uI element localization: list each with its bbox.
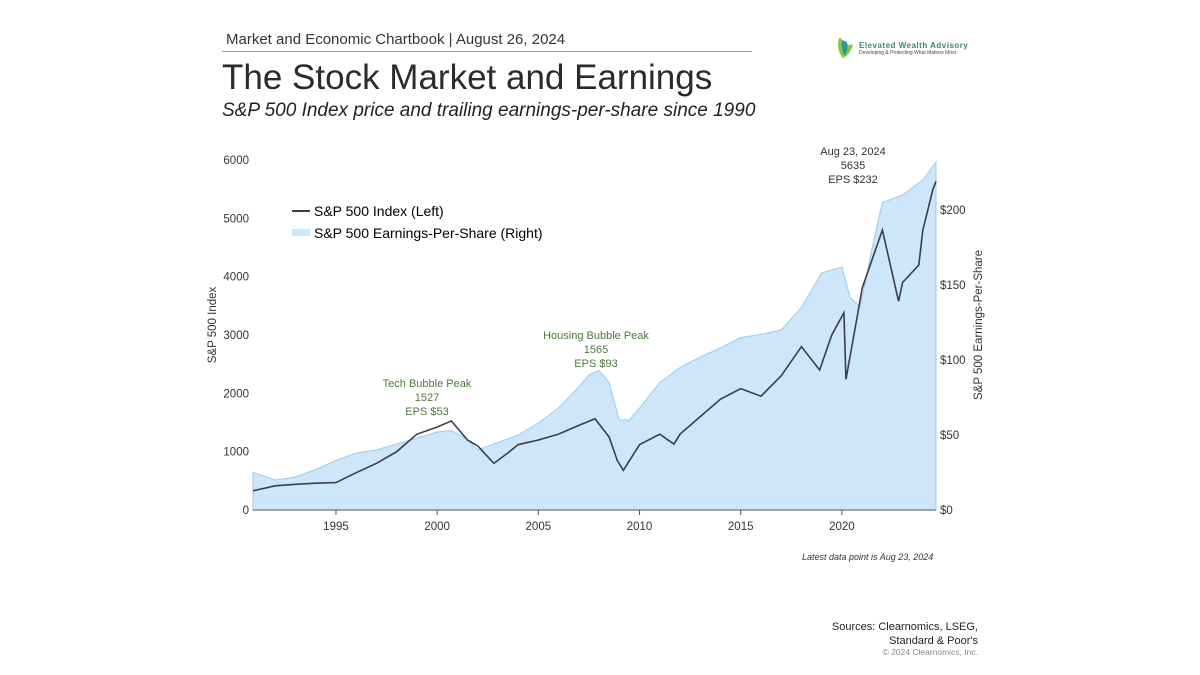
annotation-text: Housing Bubble Peak [543,330,649,342]
legend-index-label: S&P 500 Index (Left) [314,203,444,219]
copyright: © 2024 Clearnomics, Inc. [882,647,978,657]
latest-data-note: Latest data point is Aug 23, 2024 [802,552,934,562]
header-divider [222,51,752,52]
x-tick-label: 2005 [526,521,552,533]
y-right-tick-label: $0 [940,505,953,517]
y-left-tick-label: 3000 [223,330,249,342]
y-left-tick-label: 2000 [223,388,249,400]
annotation-text: Tech Bubble Peak [383,378,472,390]
y-left-tick-label: 6000 [223,155,249,167]
sources-line-1: Sources: Clearnomics, LSEG, [831,621,978,633]
y-right-tick-label: $150 [940,280,966,292]
annotation-text: 1565 [584,344,608,356]
logo-tagline: Developing & Protecting What Matters Mos… [859,49,956,56]
y-left-tick-label: 5000 [223,213,249,225]
y-right-label: S&P 500 Earnings-Per-Share [973,250,985,400]
index-line [252,181,937,492]
x-tick-label: 2010 [627,521,653,533]
x-tick-label: 2000 [424,521,450,533]
annotation-text: 5635 [841,160,865,172]
y-left-tick-label: 4000 [223,272,249,284]
y-right-tick-label: $200 [940,205,966,217]
logo: Elevated Wealth Advisory Developing & Pro… [835,36,968,60]
page-title: The Stock Market and Earnings [222,58,713,97]
annotation-text: Aug 23, 2024 [820,146,885,158]
annotation-text: EPS $232 [828,174,878,186]
logo-mark-icon [838,38,853,58]
logo-name: Elevated Wealth Advisory [859,40,969,50]
y-right-tick-label: $50 [940,430,959,442]
annotation-text: EPS $93 [574,358,617,370]
y-right-tick-label: $100 [940,355,966,367]
annotation-text: EPS $53 [405,406,448,418]
y-left-tick-label: 0 [243,505,249,517]
annotation-text: 1527 [415,392,439,404]
sources: Sources: Clearnomics, LSEG, Standard & Po… [832,620,978,648]
page-subtitle: S&P 500 Index price and trailing earning… [222,100,756,121]
legend-eps-swatch [292,229,310,236]
legend-eps-label: S&P 500 Earnings-Per-Share (Right) [314,225,543,241]
y-left-label: S&P 500 Index [207,286,219,363]
x-tick-label: 1995 [323,521,349,533]
x-tick-label: 2020 [829,521,855,533]
y-left-tick-label: 1000 [223,447,249,459]
chartbook-label: Market and Economic Chartbook | August 2… [226,31,566,48]
sources-line-2: Standard & Poor's [889,635,978,647]
x-tick-label: 2015 [728,521,754,533]
